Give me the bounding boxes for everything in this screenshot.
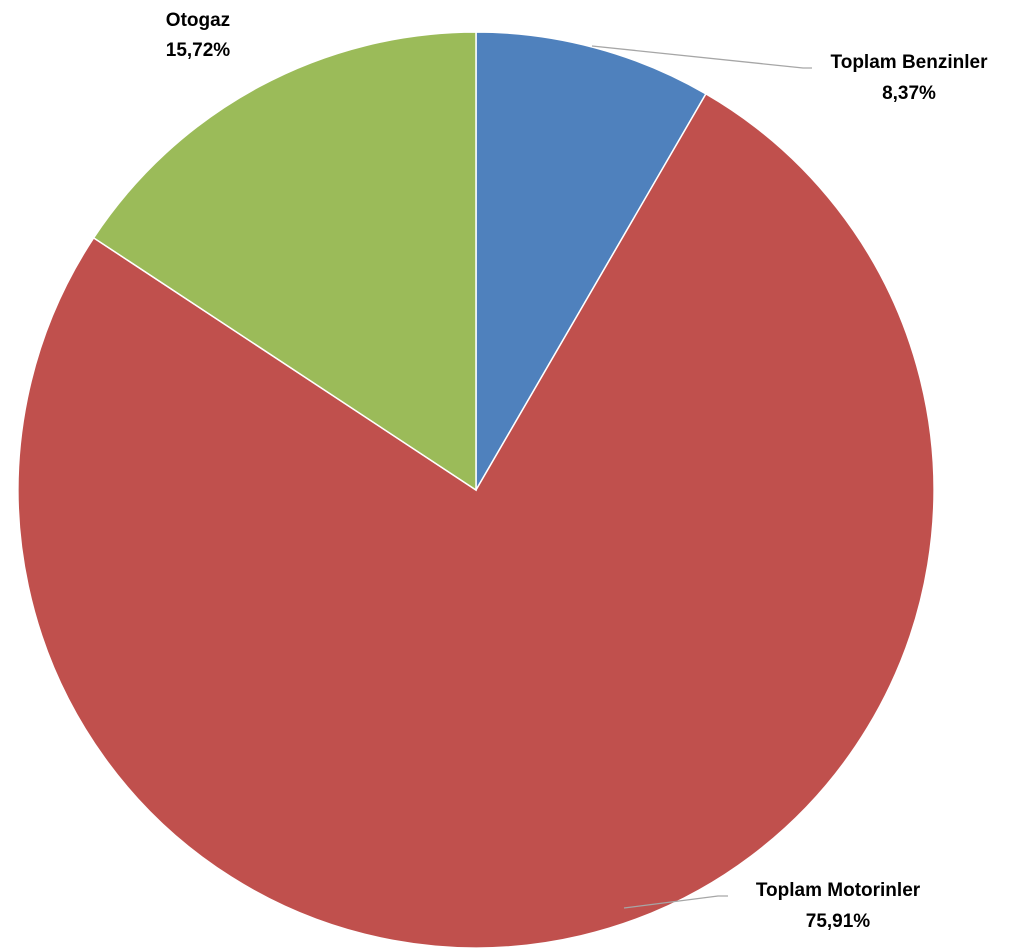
- slice-name-otogaz: Otogaz: [166, 10, 230, 31]
- slice-name-benzinler: Toplam Benzinler: [831, 52, 989, 73]
- data-label-motorinler: Toplam Motorinler 75,91%: [756, 880, 921, 932]
- pie-slice-toplam-motorinler: [17, 92, 935, 949]
- slice-percent-benzinler: 8,37%: [882, 83, 936, 104]
- pie-slices: [17, 31, 935, 949]
- slice-name-motorinler: Toplam Motorinler: [756, 880, 921, 901]
- slice-percent-motorinler: 75,91%: [806, 911, 871, 932]
- data-label-benzinler: Toplam Benzinler 8,37%: [831, 52, 989, 104]
- pie-slice-otogaz: [92, 31, 477, 492]
- pie-slice-toplam-benzinler: [475, 31, 707, 493]
- leader-line-benzinler: [591, 45, 812, 69]
- leader-line-motorinler: [623, 895, 728, 909]
- data-label-otogaz: Otogaz 15,72%: [166, 10, 231, 61]
- slice-percent-otogaz: 15,72%: [166, 40, 231, 61]
